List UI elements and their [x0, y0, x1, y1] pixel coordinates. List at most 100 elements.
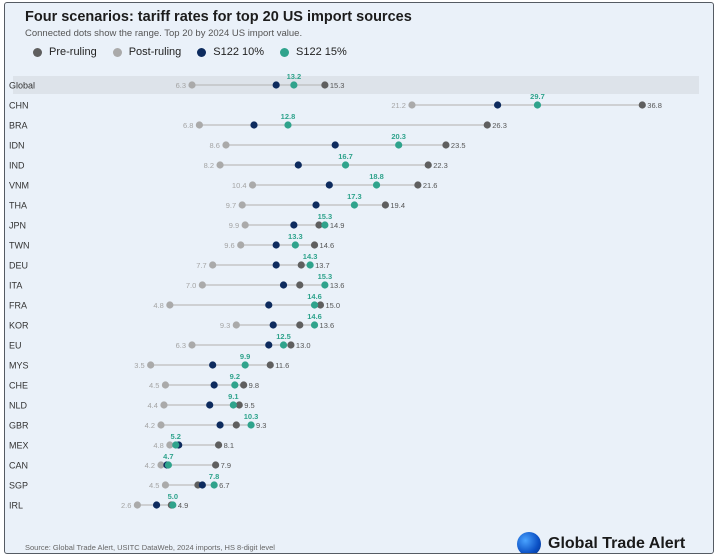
row-label-deu: DEU: [9, 261, 28, 271]
dot-post-ruling-bra: [195, 121, 203, 129]
legend-label-post-ruling: Post-ruling: [128, 46, 182, 58]
dot-s122-15-deu: [306, 261, 314, 269]
dot-pre-ruling-twn: [310, 241, 319, 249]
dot-s122-10-fra: [265, 301, 273, 309]
row-label-ind: IND: [9, 161, 25, 171]
value-label-s122-15-che: 9.2: [230, 372, 240, 381]
dot-post-ruling-deu: [209, 261, 217, 269]
row-label-sgp: SGP: [9, 481, 28, 491]
value-label-min-sgp: 4.5: [149, 481, 159, 490]
dot-s122-15-jpn: [321, 221, 329, 229]
dot-s122-15-eu: [279, 341, 288, 349]
value-label-s122-15-eu: 12.5: [276, 332, 291, 341]
chart-subtitle: Connected dots show the range. Top 20 by…: [25, 28, 303, 39]
row-label-jpn: JPN: [9, 221, 26, 231]
value-label-s122-15-deu: 14.3: [303, 252, 318, 261]
value-label-max-nld: 9.5: [244, 401, 254, 410]
row-label-nld: NLD: [9, 401, 28, 411]
value-label-min-mys: 3.5: [134, 361, 144, 370]
value-label-s122-15-vnm: 18.8: [369, 172, 384, 181]
dot-pre-ruling-fra: [316, 301, 325, 309]
dot-post-ruling-twn: [237, 241, 245, 249]
value-label-max-gbr: 9.3: [256, 421, 266, 430]
dot-post-ruling-gbr: [157, 421, 165, 429]
dot-s122-15-ita: [321, 281, 329, 289]
value-label-min-bra: 6.8: [183, 121, 193, 130]
dot-pre-ruling-bra: [483, 121, 491, 129]
dot-s122-15-chn: [533, 101, 542, 109]
value-label-s122-15-mex: 5.2: [171, 432, 181, 441]
dot-s122-15-irl: [169, 501, 177, 509]
value-label-s122-15-idn: 20.3: [391, 132, 406, 141]
value-label-min-mex: 4.8: [153, 441, 163, 450]
dot-post-ruling-nld: [160, 401, 168, 409]
dot-s122-15-bra: [284, 121, 292, 129]
value-label-max-ind: 22.3: [433, 161, 448, 170]
dot-post-ruling-fra: [166, 301, 174, 309]
dot-post-ruling-mex: [166, 441, 174, 449]
chart-legend: Pre-ruling Post-ruling S122 10% S122 15%: [33, 46, 363, 58]
dot-pre-ruling-tha: [381, 201, 390, 209]
dot-pre-ruling-idn: [442, 141, 450, 149]
dot-post-ruling-jpn: [241, 221, 249, 229]
legend-item-post-ruling: Post-ruling: [112, 46, 182, 58]
dot-s122-10-bra: [250, 121, 258, 129]
value-label-max-mex: 8.1: [224, 441, 234, 450]
value-label-max-kor: 13.6: [320, 321, 335, 330]
legend-item-s122-15: S122 15%: [280, 46, 347, 58]
dot-pre-ruling-eu: [287, 341, 295, 349]
legend-label-s122-15: S122 15%: [296, 46, 347, 58]
value-label-max-idn: 23.5: [451, 141, 466, 150]
value-label-min-idn: 8.6: [210, 141, 220, 150]
dot-s122-10-deu: [272, 261, 280, 269]
dot-s122-10-jpn: [290, 221, 298, 229]
dot-s122-10-vnm: [325, 181, 333, 189]
dot-post-ruling-tha: [238, 201, 246, 209]
dot-post-ruling-che: [161, 381, 170, 389]
value-label-s122-15-jpn: 15.3: [318, 212, 333, 221]
dot-s122-10-irl: [152, 501, 161, 509]
dot-pre-ruling-mys: [266, 361, 274, 369]
legend-swatch-s122-15: [280, 47, 290, 57]
dot-pre-ruling-can: [212, 461, 220, 469]
row-label-gbr: GBR: [9, 421, 29, 431]
value-label-min-che: 4.5: [149, 381, 159, 390]
dot-pre-ruling-jpn: [315, 221, 323, 229]
row-label-irl: IRL: [9, 501, 23, 511]
dot-s122-15-tha: [350, 201, 359, 209]
row-label-eu: EU: [9, 341, 22, 351]
row-label-bra: BRA: [9, 121, 28, 131]
value-label-min-deu: 7.7: [196, 261, 206, 270]
dot-s122-15-nld: [229, 401, 237, 409]
dot-s122-10-kor: [269, 321, 277, 329]
dot-post-ruling-sgp: [161, 481, 170, 489]
highlight-band-global: [13, 76, 699, 94]
dot-s122-10-tha: [312, 201, 320, 209]
dot-s122-15-mys: [241, 361, 249, 369]
row-label-mex: MEX: [9, 441, 29, 451]
value-label-min-chn: 21.2: [391, 101, 406, 110]
value-label-max-bra: 26.3: [492, 121, 507, 130]
value-label-max-sgp: 6.7: [219, 481, 229, 490]
row-label-tha: THA: [9, 201, 27, 211]
dot-pre-ruling-gbr: [232, 421, 240, 429]
dot-post-ruling-can: [157, 461, 165, 469]
value-label-min-vnm: 10.4: [232, 181, 247, 190]
dot-s122-15-mex: [172, 441, 180, 449]
legend-swatch-s122-10: [197, 47, 207, 57]
row-label-can: CAN: [9, 461, 28, 471]
value-label-s122-15-ita: 15.3: [318, 272, 333, 281]
dot-post-ruling-idn: [222, 141, 230, 149]
row-label-che: CHE: [9, 381, 28, 391]
chart-card: Four scenarios: tariff rates for top 20 …: [4, 2, 714, 554]
dot-s122-10-twn: [272, 241, 280, 249]
legend-label-s122-10: S122 10%: [213, 46, 265, 58]
dot-post-ruling-eu: [188, 341, 196, 349]
dot-pre-ruling-che: [240, 381, 248, 389]
dumbbell-chart: Global 6.3 15.3 13.2 CHN 21.2 36.8 29.7 BRA 6.8 26…: [9, 72, 699, 511]
value-label-max-eu: 13.0: [296, 341, 311, 350]
dot-s122-15-global: [290, 81, 298, 89]
dot-s122-10-ind: [294, 161, 302, 169]
row-label-global: Global: [9, 81, 35, 91]
value-label-min-irl: 2.6: [121, 501, 131, 510]
